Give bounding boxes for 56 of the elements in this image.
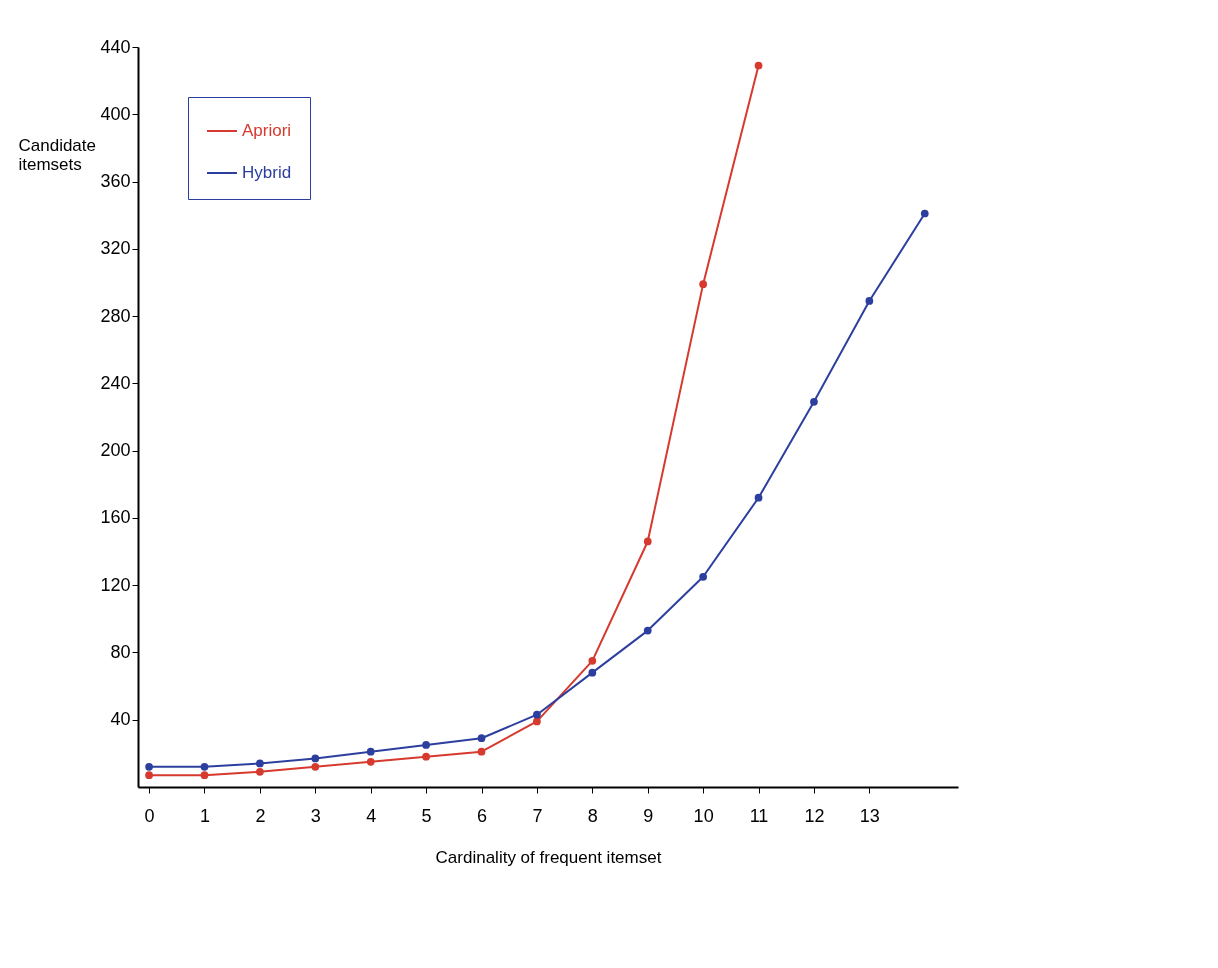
point — [477, 747, 486, 756]
point — [145, 762, 153, 771]
legend-label: Apriori — [242, 121, 292, 140]
point — [366, 757, 375, 766]
point — [311, 762, 320, 771]
x-tick-label: 9 — [643, 805, 654, 826]
point — [920, 209, 929, 218]
point — [643, 537, 652, 546]
x-tick-label: 13 — [859, 805, 880, 826]
x-tick-label: 10 — [693, 805, 714, 826]
y-tick-label: 80 — [110, 641, 131, 662]
point — [643, 626, 652, 635]
point — [477, 734, 486, 743]
x-tick-label: 12 — [804, 805, 825, 826]
legend-label: Hybrid — [242, 163, 292, 182]
x-tick-label: 2 — [255, 805, 266, 826]
point — [865, 297, 874, 305]
x-tick-label: 3 — [310, 805, 321, 826]
x-tick-label: 11 — [749, 805, 769, 826]
point — [422, 752, 430, 761]
y-tick-label: 360 — [100, 171, 131, 192]
point — [533, 710, 541, 719]
point — [422, 741, 430, 749]
y-tick-label: 400 — [100, 103, 131, 124]
x-tick-label: 7 — [532, 805, 543, 826]
y-axis-title: Candidate itemsets — [18, 135, 97, 174]
point — [256, 759, 264, 768]
point — [699, 280, 708, 288]
x-tick-label: 8 — [587, 805, 598, 826]
y-tick-label: 120 — [100, 574, 131, 595]
point — [256, 768, 264, 776]
y-tick-label: 160 — [100, 507, 131, 528]
y-tick-label: 40 — [110, 709, 131, 730]
point — [588, 668, 597, 677]
y-tick-label: 280 — [100, 305, 131, 326]
point — [366, 747, 375, 756]
y-tick-label: 240 — [100, 372, 131, 393]
point — [533, 717, 541, 726]
point — [200, 762, 209, 771]
x-tick-label: 1 — [199, 805, 210, 826]
x-tick-label: 6 — [477, 805, 488, 826]
x-tick-label: 5 — [421, 805, 432, 826]
y-tick-label: 320 — [100, 238, 131, 259]
point — [699, 572, 708, 581]
x-tick-label: 4 — [366, 805, 377, 826]
x-tick-label: 0 — [144, 805, 155, 826]
point — [754, 493, 763, 502]
x-axis-title: Cardinality of frequent itemset — [435, 847, 662, 867]
point — [810, 398, 818, 406]
point — [754, 61, 763, 70]
y-tick-label: 200 — [100, 440, 131, 461]
point — [588, 657, 597, 665]
point — [145, 771, 153, 780]
point — [311, 754, 320, 763]
point — [200, 771, 209, 780]
y-tick-label: 440 — [100, 36, 131, 57]
